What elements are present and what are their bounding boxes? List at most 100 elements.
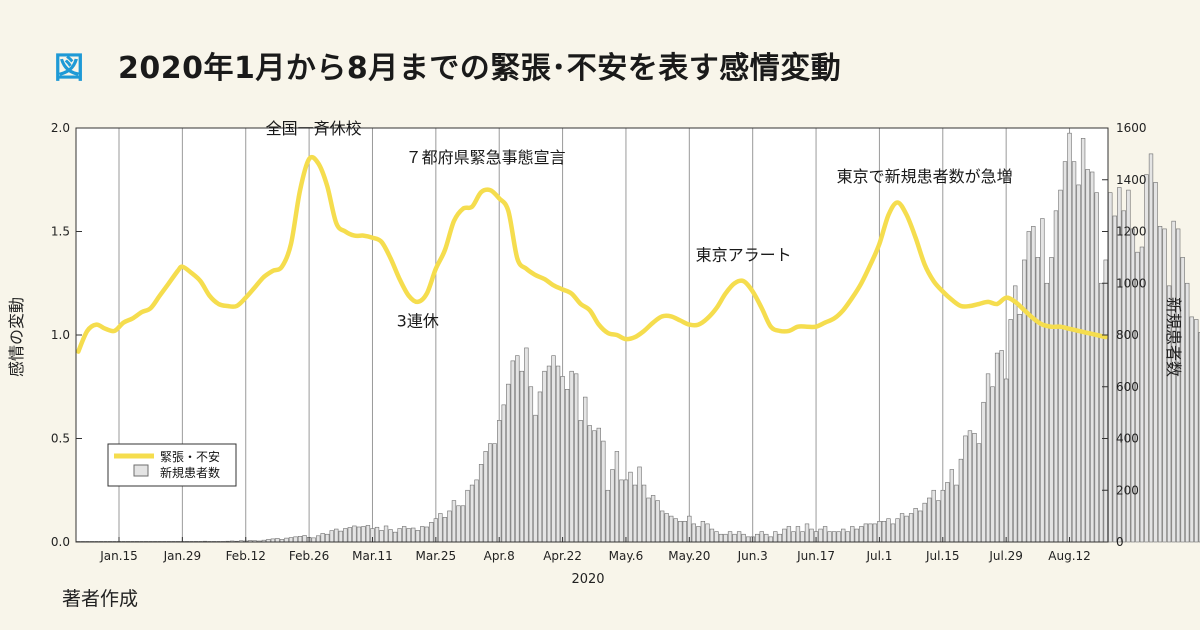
bar xyxy=(850,526,855,543)
bar xyxy=(822,526,828,543)
legend: 緊張・不安 新規患者数 xyxy=(107,443,237,487)
bar xyxy=(669,515,674,543)
bar xyxy=(936,500,941,543)
bar xyxy=(465,489,470,543)
x-tick-label: Jan.15 xyxy=(99,549,138,563)
bar xyxy=(601,440,606,543)
bar xyxy=(1017,313,1022,543)
bar xyxy=(800,531,805,543)
title-row: 図 2020年1月から8月までの緊張･不安を表す感情変動 xyxy=(54,40,841,90)
bar xyxy=(641,484,647,543)
bar xyxy=(564,389,570,543)
bar xyxy=(786,526,792,543)
bar xyxy=(1040,218,1045,543)
bar xyxy=(1139,246,1145,543)
bar xyxy=(827,531,832,543)
bar xyxy=(1185,282,1190,543)
legend-bar-label: 新規患者数 xyxy=(160,465,220,480)
bar xyxy=(705,523,710,543)
annotations: 全国一斉休校 ７都府県緊急事態宣言 3連休 東京アラート 東京で新規患者数が急増 xyxy=(266,119,1013,331)
right-tick-label: 200 xyxy=(1116,483,1139,497)
bar xyxy=(483,451,488,543)
bar xyxy=(782,528,787,543)
x-tick-label: Jul.1 xyxy=(865,549,892,563)
bar xyxy=(420,526,425,543)
bar xyxy=(524,347,529,543)
bar xyxy=(365,525,371,543)
bar xyxy=(356,526,362,543)
bar xyxy=(546,365,552,543)
bar xyxy=(691,523,697,543)
bar xyxy=(963,435,968,543)
bar xyxy=(501,404,506,543)
bar xyxy=(736,531,742,543)
bar xyxy=(696,526,701,543)
bar xyxy=(1067,132,1072,543)
bar xyxy=(954,484,959,543)
annotation-label: 東京で新規患者数が急増 xyxy=(837,167,1013,186)
bar xyxy=(497,420,502,543)
bar xyxy=(949,469,955,543)
bar xyxy=(854,528,859,543)
bar xyxy=(908,513,914,543)
bar xyxy=(623,479,629,543)
bar xyxy=(646,497,651,543)
bar xyxy=(456,505,461,543)
bar xyxy=(1135,251,1140,543)
x-tick-label: Apr.8 xyxy=(484,549,515,563)
bar xyxy=(1108,192,1113,543)
bar xyxy=(583,396,588,543)
bar xyxy=(1171,220,1176,543)
x-tick-label: Aug.12 xyxy=(1048,549,1091,563)
bar xyxy=(334,528,339,543)
bar xyxy=(1126,189,1131,543)
bar xyxy=(1035,257,1041,543)
bar xyxy=(343,528,348,543)
bar xyxy=(958,458,964,543)
bar xyxy=(478,464,484,543)
bar xyxy=(592,430,597,543)
left-tick-label: 1.0 xyxy=(51,328,70,342)
bar xyxy=(361,526,366,543)
annotation-label: 東京アラート xyxy=(696,245,792,264)
bar xyxy=(619,479,624,543)
x-tick-label: Jun.3 xyxy=(737,549,768,563)
left-tick-label: 2.0 xyxy=(51,121,70,135)
right-tick-label: 600 xyxy=(1116,380,1139,394)
bar xyxy=(1058,189,1063,543)
bar xyxy=(940,489,945,543)
bar xyxy=(1144,174,1149,543)
bar xyxy=(506,383,511,543)
bar xyxy=(560,376,565,543)
x-tick-label: Feb.12 xyxy=(226,549,266,563)
x-axis-label: 2020 xyxy=(571,572,604,587)
bar xyxy=(284,537,289,543)
bar xyxy=(401,526,407,543)
bar xyxy=(741,533,746,543)
bar xyxy=(451,500,457,543)
bar xyxy=(777,533,783,543)
bar xyxy=(397,528,402,543)
bar xyxy=(718,533,724,543)
bar xyxy=(1180,257,1185,543)
bar xyxy=(320,533,325,543)
bar xyxy=(587,425,592,543)
bar xyxy=(881,520,887,543)
bar xyxy=(374,526,380,543)
figure-label: 図 xyxy=(54,51,84,86)
bar xyxy=(347,527,353,543)
bar xyxy=(678,520,683,543)
x-tick-label: Feb.26 xyxy=(289,549,329,563)
x-tick-label: Mar.25 xyxy=(416,549,457,563)
bar xyxy=(288,537,294,543)
bar xyxy=(804,523,810,543)
right-tick-label: 800 xyxy=(1116,328,1139,342)
left-axis: 0.0 0.5 1.0 1.5 2.0 xyxy=(51,121,82,549)
bar xyxy=(791,531,796,543)
bar xyxy=(773,531,778,543)
bar xyxy=(438,513,443,543)
bar xyxy=(1076,184,1081,543)
bar xyxy=(999,350,1004,543)
bar xyxy=(311,537,316,543)
bar xyxy=(515,355,520,543)
